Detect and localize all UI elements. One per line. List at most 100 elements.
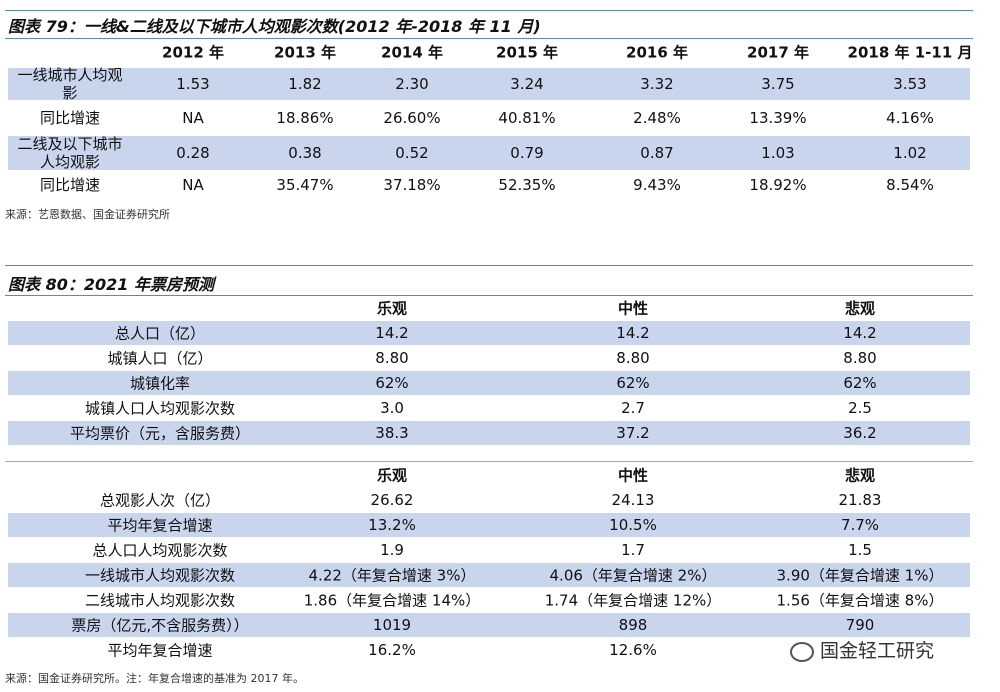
column-header: 中性	[617, 466, 649, 485]
cell: 37.18%	[383, 176, 441, 194]
column-header: 2012 年	[162, 43, 224, 62]
cell: 1.7	[621, 541, 645, 559]
row-label: 一线城市人均观影次数	[84, 566, 236, 585]
cell: 898	[618, 616, 648, 634]
cell: 1.56（年复合增速 8%）	[776, 591, 944, 610]
cell: 7.7%	[840, 516, 880, 534]
cell: 24.13	[611, 491, 655, 509]
row-label: 票房（亿元,不含服务费））	[71, 616, 249, 635]
cell: 1.9	[380, 541, 404, 559]
column-header: 2013 年	[274, 43, 336, 62]
cell: 8.54%	[886, 176, 934, 194]
cell: 14.2	[375, 324, 409, 342]
cell: 0.79	[510, 144, 544, 162]
cell: 4.22（年复合增速 3%）	[308, 566, 476, 585]
column-header: 中性	[617, 299, 649, 318]
cell: 2.48%	[633, 109, 681, 127]
table-title: 图表 80：2021 年票房预测	[8, 275, 214, 294]
cell: 62%	[843, 374, 877, 392]
cell: 3.75	[761, 75, 795, 93]
cell: 1.5	[848, 541, 872, 559]
rule	[5, 38, 973, 39]
row-band	[8, 613, 970, 637]
source: 来源：国金证券研究所。注：年复合增速的基准为 2017 年。	[5, 672, 304, 685]
cell: 1.53	[176, 75, 210, 93]
cell: 13.2%	[368, 516, 416, 534]
row-band	[8, 136, 970, 170]
cell: 1.86（年复合增速 14%）	[303, 591, 481, 610]
row-band	[8, 421, 970, 445]
column-header: 2016 年	[626, 43, 688, 62]
cell: 2.7	[621, 399, 645, 417]
cell: 52.35%	[498, 176, 556, 194]
cell: 8.80	[616, 349, 650, 367]
row-label: 总人口（亿）	[114, 324, 206, 343]
rule	[5, 295, 973, 296]
row-label: 一线城市人均观影	[17, 66, 123, 102]
row-label: 总人口人均观影次数	[92, 541, 228, 560]
row-label: 同比增速	[39, 176, 100, 194]
column-header: 悲观	[844, 466, 876, 485]
cell: 37.2	[616, 424, 650, 442]
cell: 4.16%	[886, 109, 934, 127]
table-title: 图表 79：一线&二线及以下城市人均观影次数(2012 年-2018 年 11 …	[8, 17, 541, 36]
cell: 12.6%	[609, 641, 657, 659]
row-band	[8, 68, 970, 100]
cell: 14.2	[843, 324, 877, 342]
column-header: 悲观	[844, 299, 876, 318]
cell: 3.90（年复合增速 1%）	[776, 566, 944, 585]
cell: 62%	[375, 374, 409, 392]
row-band	[8, 321, 970, 345]
row-band	[8, 513, 970, 537]
cell: 2.5	[848, 399, 872, 417]
cell: 18.86%	[276, 109, 334, 127]
row-label: 城镇人口人均观影次数	[84, 399, 236, 418]
row-band	[8, 371, 970, 395]
cell: 4.06（年复合增速 2%）	[549, 566, 717, 585]
row-label: 城镇化率	[129, 374, 191, 393]
cell: 21.83	[838, 491, 882, 509]
row-label: 平均年复合增速	[107, 516, 213, 535]
cell: 13.39%	[749, 109, 807, 127]
cell: 790	[845, 616, 875, 634]
cell: 0.38	[288, 144, 322, 162]
cell: NA	[182, 176, 204, 194]
cell: 1.82	[288, 75, 322, 93]
cell: 18.92%	[749, 176, 807, 194]
cell: 8.80	[375, 349, 409, 367]
cell: 0.87	[640, 144, 674, 162]
cell: 3.24	[510, 75, 544, 93]
cell: 40.81%	[498, 109, 556, 127]
row-label: 同比增速	[39, 109, 100, 127]
rule	[5, 265, 973, 266]
cell: 9.43%	[633, 176, 681, 194]
row-label: 平均票价（元，含服务费）	[69, 424, 251, 443]
cell: 35.47%	[276, 176, 334, 194]
cell: 8.80	[843, 349, 877, 367]
row-band	[8, 563, 970, 587]
cell: 16.2%	[368, 641, 416, 659]
cell: 1019	[372, 616, 412, 634]
cell: 36.2	[843, 424, 877, 442]
cell: 3.0	[380, 399, 404, 417]
cell: 26.62	[370, 491, 414, 509]
cell: 0.28	[176, 144, 210, 162]
column-header: 2018 年 1-11 月	[847, 43, 973, 62]
watermark: 国金轻工研究	[790, 636, 934, 663]
cell: 1.03	[761, 144, 795, 162]
watermark-text: 国金轻工研究	[820, 640, 935, 662]
column-header: 乐观	[376, 299, 408, 318]
rule	[5, 461, 973, 462]
cell: 3.53	[893, 75, 927, 93]
column-header: 2015 年	[496, 43, 558, 62]
cell: 1.74（年复合增速 12%）	[544, 591, 722, 610]
row-label: 二线城市人均观影次数	[84, 591, 236, 610]
row-label: 平均年复合增速	[107, 641, 213, 660]
source: 来源：艺恩数据、国金证券研究所	[5, 208, 170, 221]
cell: NA	[182, 109, 204, 127]
cell: 1.02	[893, 144, 927, 162]
cell: 2.30	[395, 75, 429, 93]
row-label: 总观影人次（亿）	[99, 491, 221, 510]
row-label: 二线及以下城市人均观影	[17, 135, 123, 171]
